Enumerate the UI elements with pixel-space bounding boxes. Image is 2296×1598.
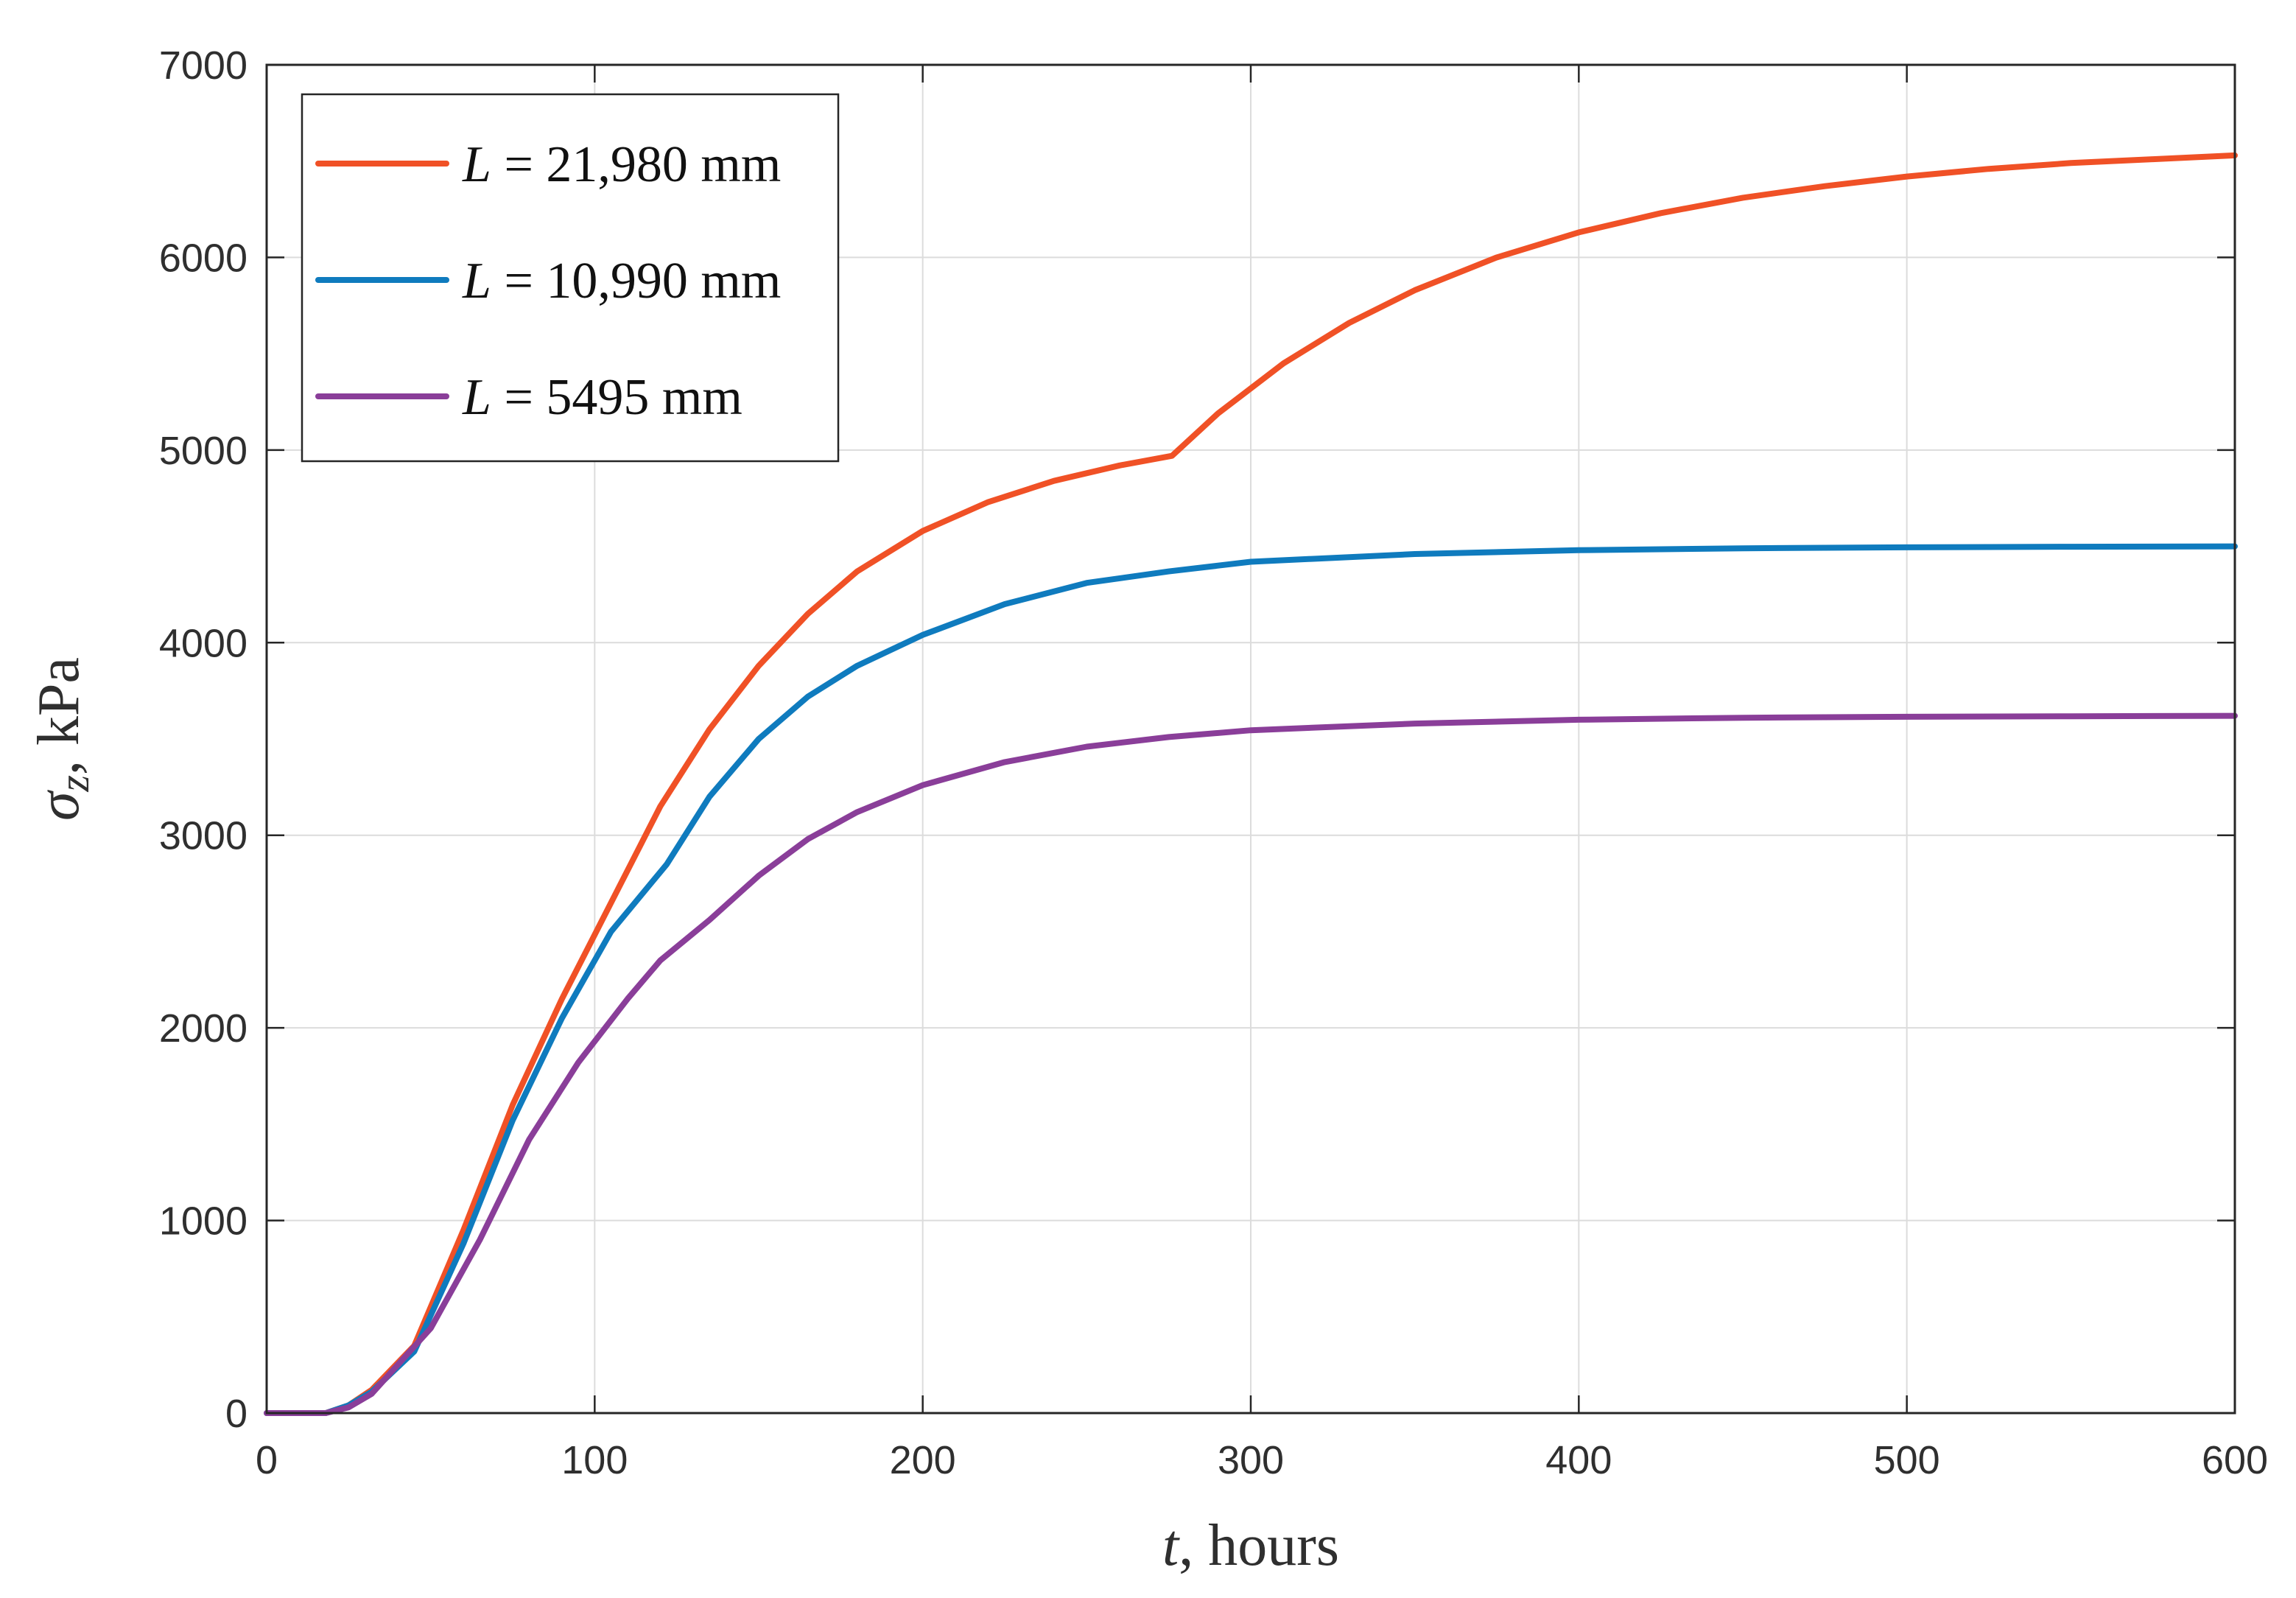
legend: L = 21,980 mmL = 10,990 mmL = 5495 mm [301,93,840,463]
y-tick-label: 3000 [159,814,247,858]
series-line-1 [264,152,2238,1416]
label-layer: t, hours σz, kPa [27,657,1339,1578]
y-tick-label: 2000 [159,1006,247,1051]
y-axis-subscript: z [50,775,98,793]
y-tick-label: 1000 [159,1199,247,1244]
legend-label-1: L = 21,980 mm [462,136,781,193]
x-tick-label: 0 [256,1438,278,1482]
tick-layer: 0 100 200 300 400 500 600010002000300040005000… [159,43,2268,1482]
y-tick-label: 5000 [159,429,247,473]
x-axis-title: t, hours [1162,1513,1339,1578]
y-axis-unit: , kPa [27,657,91,775]
y-tick-label: 0 [225,1392,247,1436]
y-tick-label: 7000 [159,43,247,88]
x-tick-label: 500 [1874,1438,1940,1482]
x-tick-label: 400 [1545,1438,1612,1482]
legend-label-2: L = 10,990 mm [462,253,781,309]
legend-label-3: L = 5495 mm [462,369,742,426]
y-axis-title: σz, kPa [27,657,98,821]
x-axis-unit: , hours [1179,1513,1339,1578]
x-axis-variable: t [1162,1513,1180,1578]
legend-value: = 10,990 mm [491,253,781,309]
x-tick-label: 600 [2202,1438,2268,1482]
legend-variable: L [462,136,491,193]
series-line-2 [264,543,2238,1416]
y-axis-variable: σ [27,790,91,821]
legend-value: = 5495 mm [491,369,742,426]
x-tick-label: 100 [561,1438,628,1482]
y-tick-label: 6000 [159,236,247,280]
y-tick-label: 4000 [159,621,247,665]
legend-variable: L [462,253,491,309]
x-tick-label: 300 [1218,1438,1284,1482]
legend-variable: L [462,369,491,426]
x-tick-label: 200 [890,1438,956,1482]
series-layer [264,152,2238,1416]
series-line-3 [264,712,2238,1416]
legend-value: = 21,980 mm [491,136,781,193]
